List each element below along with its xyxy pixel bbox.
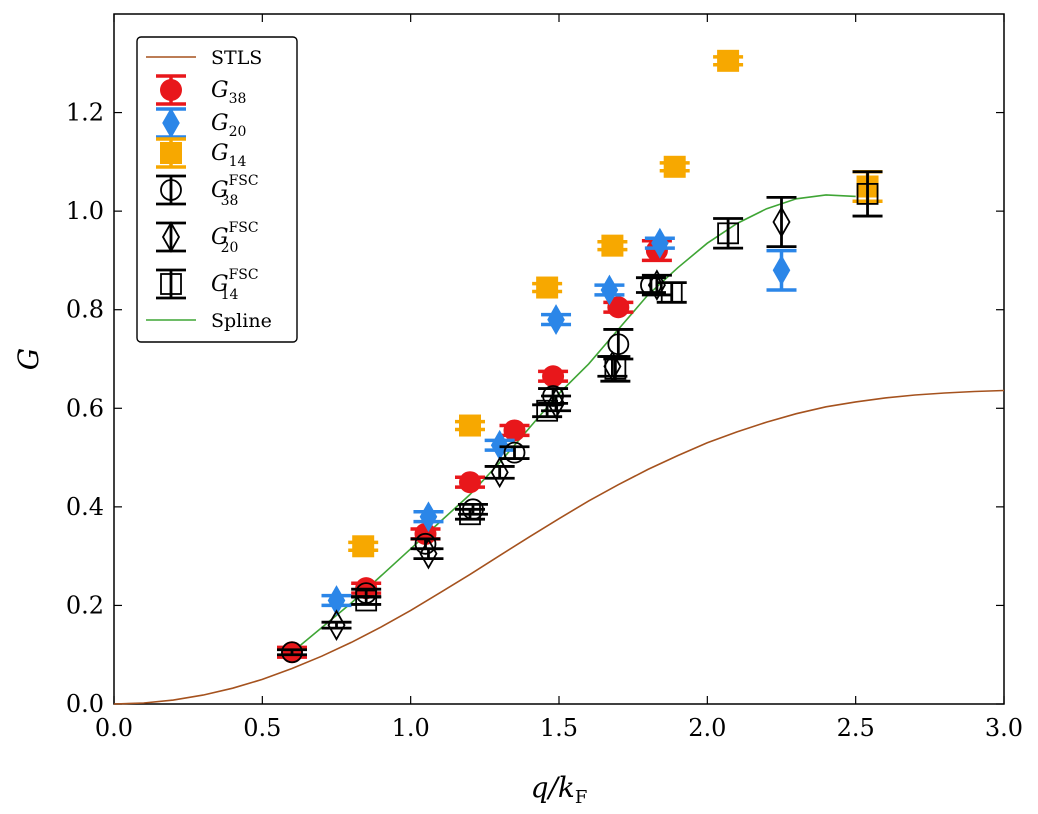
g38fsc-point — [607, 333, 630, 356]
y-tick-label: 0.2 — [66, 591, 104, 619]
g38-point — [459, 471, 481, 494]
g14fsc-point — [604, 357, 627, 380]
x-tick-label: 1.0 — [392, 714, 430, 742]
g14fsc-point — [536, 399, 559, 422]
g20fsc-point — [647, 269, 666, 301]
legend-g20fsc-marker — [161, 221, 181, 253]
g14fsc-point — [355, 589, 378, 612]
g20-point — [490, 429, 509, 461]
legend-g14fsc-marker — [160, 273, 182, 295]
legend-g14-label: G14 — [211, 141, 246, 170]
g20-point — [772, 254, 791, 286]
g14fsc-point — [856, 182, 879, 205]
legend-g14-marker — [160, 142, 182, 164]
legend-spline-label: Spline — [211, 310, 272, 332]
g38-point — [607, 296, 630, 319]
y-tick-label: 0.8 — [66, 296, 104, 324]
legend-g38fsc-label: GFSC 38 — [211, 173, 259, 209]
g20fsc-point — [419, 537, 438, 570]
x-tick-label: 2.0 — [688, 714, 726, 742]
series-lines — [113, 194, 1005, 705]
g20fsc-point — [490, 456, 509, 489]
g14fsc-series — [351, 170, 883, 612]
y-tick-label: 0.6 — [66, 394, 104, 422]
legend-box — [136, 36, 298, 343]
g14fsc-point — [459, 503, 481, 526]
legend-stls-label: STLS — [211, 47, 262, 69]
stls-curve — [113, 389, 1005, 705]
y-tick-label: 1.2 — [66, 99, 104, 127]
g14-point — [601, 234, 624, 257]
g14-point — [663, 155, 686, 178]
g20fsc-series — [321, 195, 797, 641]
g14-series — [348, 49, 883, 558]
legend-g14fsc-label: GFSC 14 — [211, 267, 259, 303]
x-tick-label: 1.5 — [540, 714, 578, 742]
legend-g20fsc-label: GFSC 20 — [211, 220, 259, 256]
g38-point — [542, 365, 565, 388]
g38-series — [277, 238, 672, 664]
x-tick-label: 3.0 — [985, 714, 1023, 742]
legend-g38-label: G38 — [211, 78, 246, 107]
g14-point — [536, 276, 559, 299]
axis-ticks: 0.0 0.5 1.0 1.5 2.0 2.5 3.0 0.0 0.2 0.4 0.6 0.8 1.0 1… — [66, 14, 1023, 742]
y-tick-label: 1.0 — [66, 197, 104, 225]
g14fsc-point — [717, 222, 739, 245]
g20-point — [651, 227, 669, 259]
g14-point — [717, 49, 740, 72]
x-axis-title: q/kF — [531, 771, 588, 808]
g38fsc-point — [414, 532, 437, 555]
g20-point — [600, 274, 619, 306]
x-tick-label: 2.5 — [837, 714, 875, 742]
g20fsc-point — [772, 206, 791, 238]
g38fsc-point — [281, 641, 303, 664]
y-axis-title: G — [12, 348, 45, 370]
g14-point — [352, 535, 375, 558]
g20-point — [547, 304, 565, 335]
g20-point — [327, 585, 346, 616]
series-markers — [277, 49, 883, 664]
g20-series — [321, 227, 797, 616]
legend-g38fsc-marker — [160, 179, 182, 201]
spline-curve — [291, 194, 856, 653]
x-tick-label: 0.0 — [95, 714, 133, 742]
g20fsc-point — [327, 609, 346, 641]
g38fsc-point — [503, 441, 526, 464]
g20-point — [419, 501, 438, 533]
legend-g20-label: G20 — [211, 111, 246, 140]
legend-g20-marker — [162, 107, 180, 139]
g14fsc-point — [660, 281, 683, 304]
g38-point — [503, 419, 526, 442]
g14-point — [459, 414, 481, 437]
x-tick-label: 0.5 — [243, 714, 281, 742]
y-tick-label: 0.4 — [66, 493, 104, 521]
y-tick-label: 0.0 — [66, 690, 104, 718]
legend-g38-marker — [160, 79, 182, 101]
